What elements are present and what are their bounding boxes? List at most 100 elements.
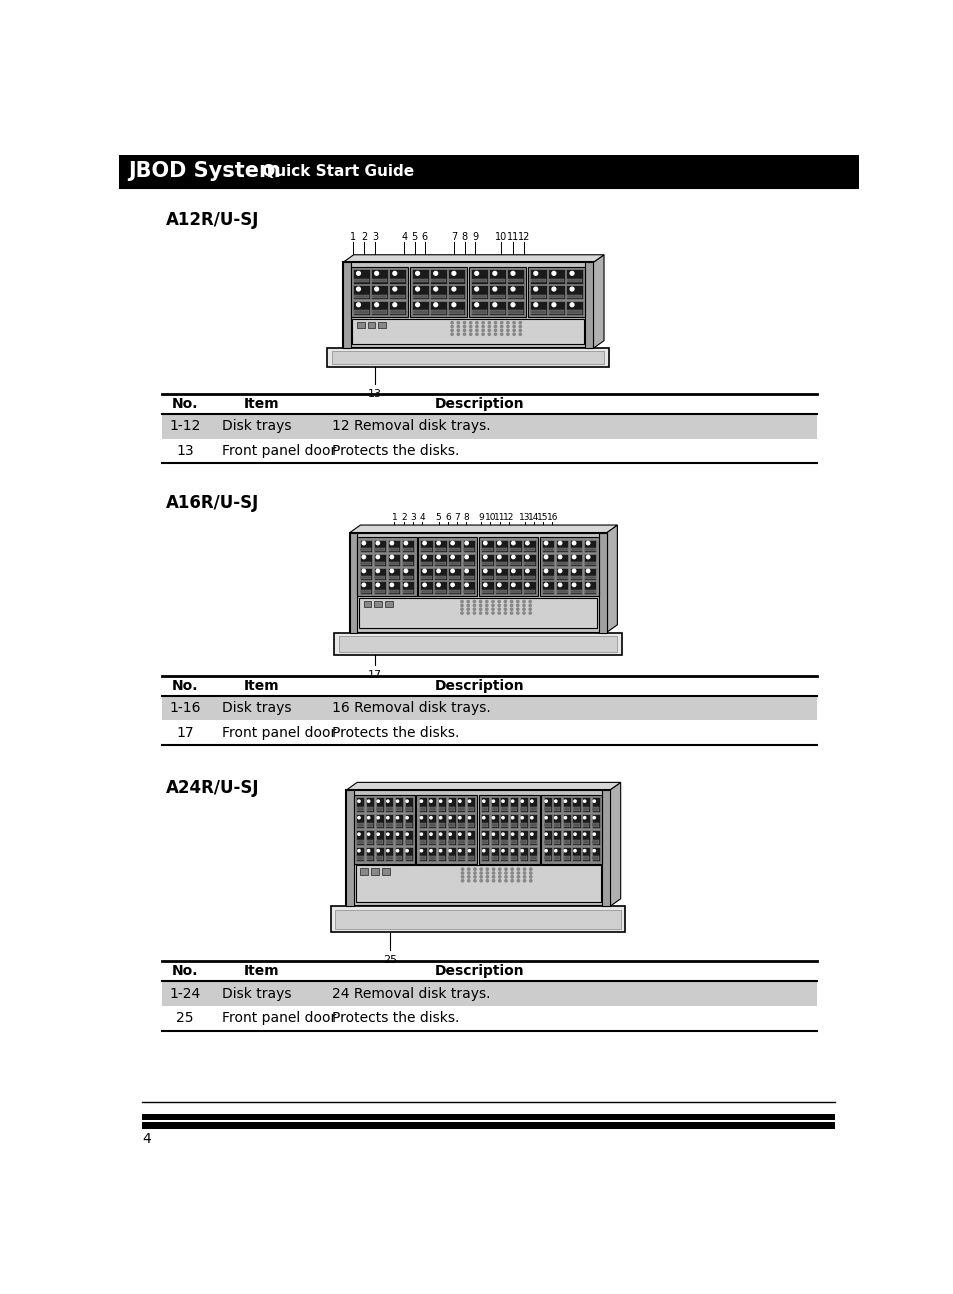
Bar: [402, 547, 413, 551]
Text: No.: No.: [172, 679, 198, 692]
Bar: [592, 840, 598, 844]
Text: 3: 3: [372, 233, 377, 242]
Bar: [507, 269, 523, 283]
Bar: [385, 797, 393, 811]
Circle shape: [586, 584, 589, 586]
Bar: [522, 568, 536, 580]
Bar: [480, 797, 489, 811]
Bar: [375, 797, 383, 811]
Bar: [556, 581, 568, 594]
Bar: [431, 311, 445, 313]
Bar: [556, 568, 568, 580]
Circle shape: [518, 329, 521, 331]
Bar: [554, 807, 560, 810]
Bar: [572, 797, 579, 811]
Bar: [437, 797, 446, 811]
Circle shape: [544, 817, 547, 819]
Circle shape: [492, 868, 495, 871]
Circle shape: [419, 833, 422, 836]
Bar: [539, 537, 598, 597]
Circle shape: [395, 800, 398, 802]
Bar: [405, 807, 412, 810]
Circle shape: [497, 604, 499, 607]
Bar: [375, 814, 383, 828]
Circle shape: [504, 868, 507, 871]
Bar: [404, 829, 412, 845]
Circle shape: [451, 329, 453, 331]
Bar: [412, 269, 428, 283]
Circle shape: [451, 569, 454, 573]
Bar: [562, 846, 570, 862]
Circle shape: [488, 329, 490, 331]
Text: 5: 5: [436, 512, 441, 521]
Circle shape: [460, 604, 462, 607]
Bar: [510, 576, 520, 578]
Bar: [548, 285, 564, 299]
Bar: [584, 562, 595, 565]
Bar: [417, 537, 476, 597]
Bar: [543, 829, 551, 845]
Text: Disk trays: Disk trays: [222, 701, 292, 716]
Text: 12: 12: [460, 802, 470, 811]
Bar: [342, 263, 593, 348]
Circle shape: [494, 333, 497, 335]
Bar: [467, 823, 474, 827]
Bar: [434, 540, 446, 553]
Bar: [530, 807, 536, 810]
Circle shape: [386, 850, 389, 851]
Circle shape: [419, 850, 422, 851]
Text: 7: 7: [454, 512, 459, 521]
Bar: [481, 857, 488, 861]
Bar: [457, 807, 464, 810]
Bar: [463, 547, 474, 551]
Bar: [510, 829, 517, 845]
Circle shape: [510, 604, 512, 607]
Circle shape: [375, 303, 378, 307]
Bar: [500, 846, 508, 862]
Circle shape: [513, 329, 515, 331]
Text: 17: 17: [500, 793, 510, 802]
Bar: [386, 823, 392, 827]
Circle shape: [393, 287, 396, 291]
Circle shape: [583, 833, 585, 836]
Circle shape: [452, 272, 456, 276]
Bar: [544, 840, 550, 844]
Circle shape: [554, 850, 557, 851]
Bar: [591, 846, 599, 862]
Bar: [481, 807, 488, 810]
Circle shape: [482, 850, 484, 851]
Bar: [390, 278, 405, 282]
Bar: [376, 857, 382, 861]
Circle shape: [492, 612, 494, 615]
Circle shape: [485, 612, 487, 615]
Circle shape: [492, 850, 494, 851]
Text: 24: 24: [558, 802, 568, 811]
Text: 13: 13: [368, 388, 381, 399]
Bar: [360, 562, 371, 565]
Bar: [448, 540, 460, 553]
Bar: [468, 267, 526, 317]
Circle shape: [474, 872, 476, 875]
Circle shape: [492, 600, 494, 603]
Bar: [447, 814, 456, 828]
Bar: [395, 823, 402, 827]
Circle shape: [572, 541, 576, 545]
Circle shape: [511, 876, 513, 879]
Circle shape: [497, 612, 499, 615]
Circle shape: [501, 817, 503, 819]
Text: 19: 19: [517, 793, 526, 802]
Circle shape: [476, 325, 477, 327]
Bar: [572, 814, 579, 828]
Circle shape: [356, 272, 360, 276]
Circle shape: [452, 303, 456, 307]
Bar: [366, 823, 373, 827]
Circle shape: [467, 872, 470, 875]
Text: 10: 10: [484, 512, 496, 521]
Bar: [592, 807, 598, 810]
Bar: [413, 295, 427, 298]
Circle shape: [529, 872, 532, 875]
Bar: [405, 857, 412, 861]
Circle shape: [483, 541, 486, 545]
Circle shape: [375, 555, 379, 559]
Bar: [366, 797, 374, 811]
